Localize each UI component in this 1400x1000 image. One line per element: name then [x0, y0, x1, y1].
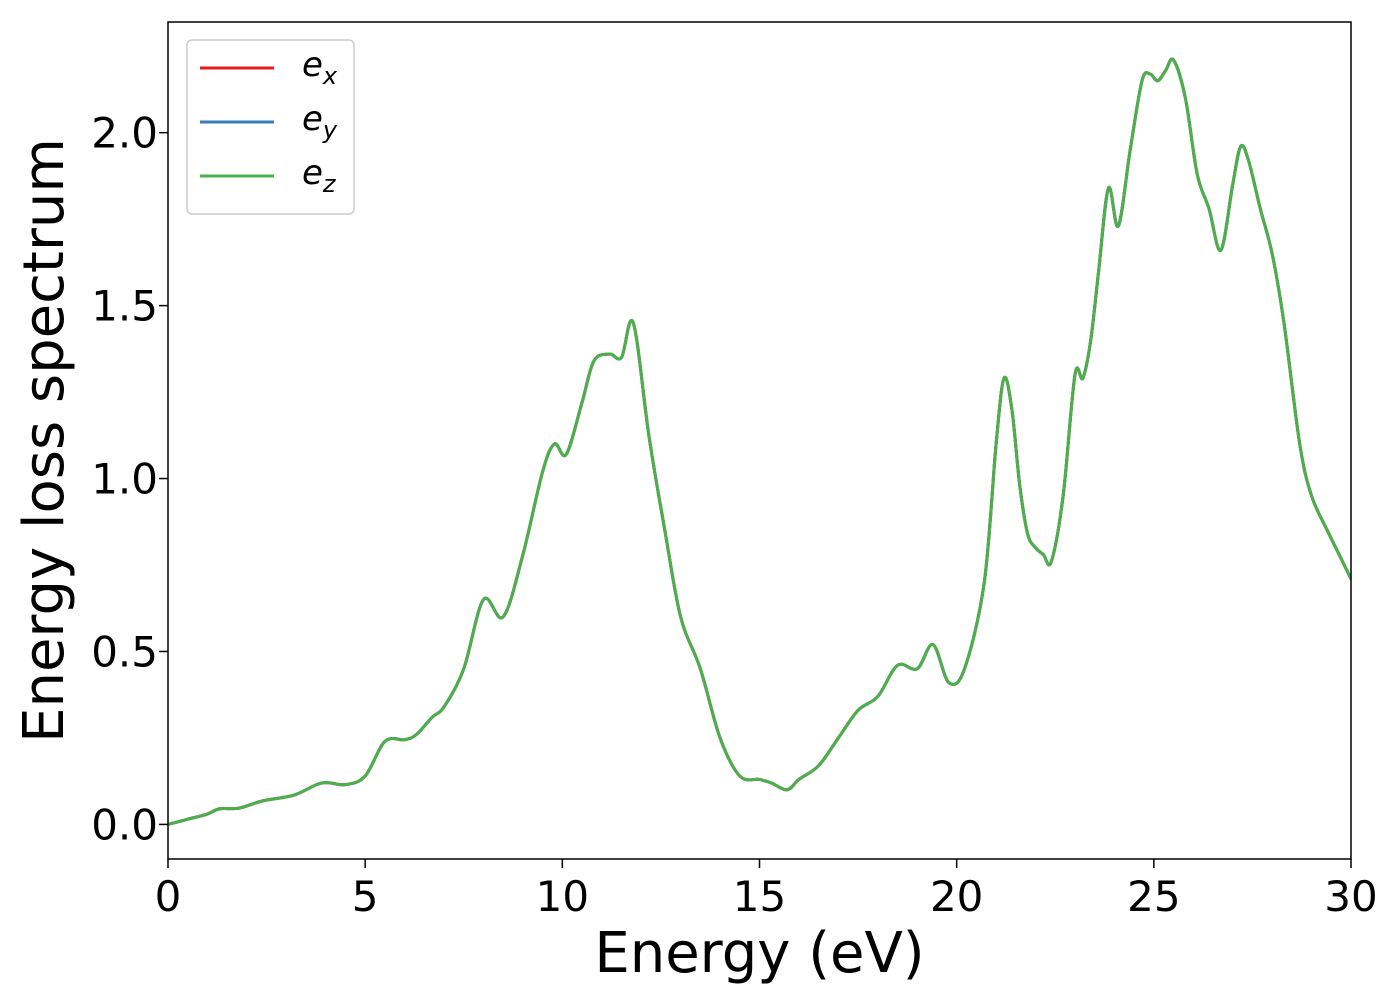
y-tick-label: 1.0 — [91, 455, 158, 504]
x-tick-label: 20 — [930, 872, 983, 921]
series-line-e-z — [168, 57, 1351, 826]
x-tick-label: 10 — [536, 872, 589, 921]
y-tick-label: 0.0 — [91, 800, 158, 849]
x-axis: 0 5 10 15 20 25 30 — [155, 859, 1378, 921]
y-tick-label: 0.5 — [91, 627, 158, 676]
legend-label: ex — [302, 45, 338, 90]
y-axis-title: Energy loss spectrum — [12, 138, 77, 743]
y-tick-label: 2.0 — [91, 109, 158, 158]
y-axis: 0.0 0.5 1.0 1.5 2.0 — [91, 109, 168, 849]
series-layer — [168, 57, 1351, 826]
x-axis-title: Energy (eV) — [594, 921, 924, 986]
legend-label: ez — [302, 153, 337, 198]
x-tick-label: 5 — [352, 872, 379, 921]
x-tick-label: 25 — [1127, 872, 1180, 921]
legend: ex ey ez — [186, 39, 355, 215]
x-tick-label: 0 — [155, 872, 182, 921]
legend-label: ey — [302, 99, 338, 144]
x-tick-label: 15 — [733, 872, 786, 921]
y-tick-label: 1.5 — [91, 282, 158, 331]
legend-box — [186, 39, 355, 215]
x-tick-label: 30 — [1324, 872, 1377, 921]
